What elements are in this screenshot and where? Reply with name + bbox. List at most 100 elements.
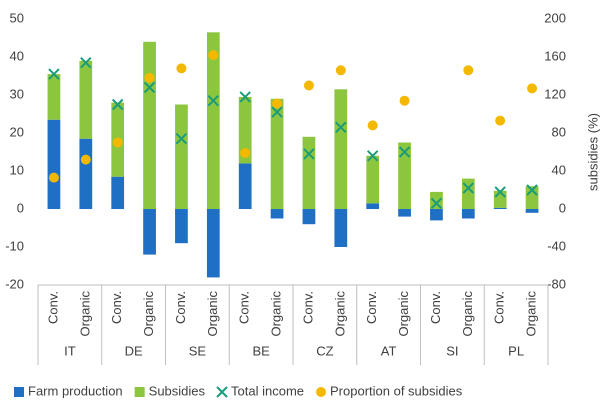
bar (302, 136, 316, 209)
y-tick-label: 20 (10, 124, 24, 139)
proportion-marker (399, 95, 410, 106)
group-label: PL (508, 343, 524, 358)
y-tick-label: 40 (10, 48, 24, 63)
y2-tick-label: 160 (544, 48, 566, 63)
bar (366, 155, 380, 204)
total-marker (239, 91, 251, 103)
bar (430, 209, 443, 221)
bar (206, 32, 220, 209)
total-marker (494, 186, 506, 198)
bar (493, 190, 507, 208)
bar (461, 209, 475, 219)
proportion-marker (240, 147, 251, 158)
y-tick-label: 0 (17, 200, 24, 215)
group-label: DE (125, 343, 143, 358)
x-tick-label: Organic (332, 291, 347, 337)
proportion-marker (144, 72, 155, 83)
y2-tick-label: 80 (552, 124, 566, 139)
proportion-marker (112, 137, 123, 148)
y2-axis-title: subsidies (%) (585, 113, 600, 191)
total-marker (398, 146, 411, 158)
bar (47, 74, 61, 120)
y2-tick-label: 40 (552, 162, 566, 177)
bar (270, 98, 284, 209)
group-label: BE (252, 343, 270, 358)
total-marker (335, 121, 347, 134)
y2-tick-label: 0 (559, 200, 566, 215)
bar (366, 203, 380, 209)
proportion-marker (367, 120, 378, 131)
total-marker (143, 81, 156, 94)
legend-label: Total income (231, 383, 304, 398)
proportion-marker (463, 65, 474, 76)
bar (430, 191, 443, 209)
bar (143, 41, 156, 209)
x-tick-label: Organic (205, 291, 220, 337)
y-tick-label: 50 (10, 10, 24, 25)
x-tick-label: Organic (524, 291, 539, 337)
bar (79, 138, 93, 209)
bar (175, 104, 188, 209)
proportion-marker (80, 154, 91, 165)
bar (398, 209, 411, 217)
bar (334, 89, 348, 209)
total-marker (526, 184, 538, 196)
y2-tick-label: -80 (547, 276, 566, 291)
bar (206, 209, 220, 278)
total-marker (366, 150, 379, 162)
y-tick-label: 10 (10, 162, 24, 177)
proportion-marker (48, 172, 59, 183)
bar (143, 209, 156, 255)
group-label: SI (446, 343, 458, 358)
bar (175, 209, 188, 244)
x-tick-label: Organic (269, 291, 284, 337)
bar (270, 209, 284, 219)
legend-label: Farm production (28, 383, 123, 398)
x-tick-label: Conv. (492, 291, 507, 324)
x-tick-label: Conv. (300, 291, 315, 324)
x-tick-label: Organic (141, 291, 156, 337)
proportion-marker (176, 63, 187, 74)
legend-swatch (134, 387, 145, 397)
y-tick-label: -20 (5, 276, 24, 291)
total-marker (303, 148, 315, 160)
legend-swatch (216, 386, 228, 398)
y-tick-label: -10 (5, 238, 24, 253)
proportion-marker (335, 65, 346, 76)
bar (238, 96, 252, 164)
proportion-marker (527, 83, 538, 94)
x-tick-label: Conv. (237, 291, 252, 324)
y2-tick-label: 120 (544, 86, 566, 101)
x-tick-label: Conv. (109, 291, 124, 324)
total-marker (175, 132, 188, 145)
legend-swatch (14, 387, 24, 397)
bar (334, 209, 348, 247)
proportion-marker (272, 98, 283, 109)
x-tick-label: Conv. (364, 291, 379, 324)
x-tick-label: Organic (396, 291, 411, 337)
legend-label: Subsidies (149, 383, 206, 398)
total-marker (80, 56, 92, 69)
total-marker (48, 68, 60, 80)
proportion-marker (208, 50, 219, 61)
group-label: SE (189, 343, 207, 358)
total-marker (207, 94, 220, 107)
total-marker (430, 197, 443, 210)
bar (111, 176, 125, 209)
y2-tick-label: -40 (547, 238, 566, 253)
group-label: AT (381, 343, 397, 358)
y2-tick-label: 200 (544, 10, 566, 25)
x-tick-label: Conv. (428, 291, 443, 324)
total-marker (462, 182, 475, 194)
total-marker (111, 98, 124, 111)
bar (238, 163, 252, 209)
x-tick-label: Organic (460, 291, 475, 337)
group-label: CZ (316, 343, 333, 358)
proportion-marker (303, 80, 314, 91)
group-label: IT (64, 343, 76, 358)
y-tick-label: 30 (10, 86, 24, 101)
x-tick-label: Organic (77, 291, 92, 337)
bar (79, 60, 93, 139)
legend-label: Proportion of subsidies (330, 383, 463, 398)
